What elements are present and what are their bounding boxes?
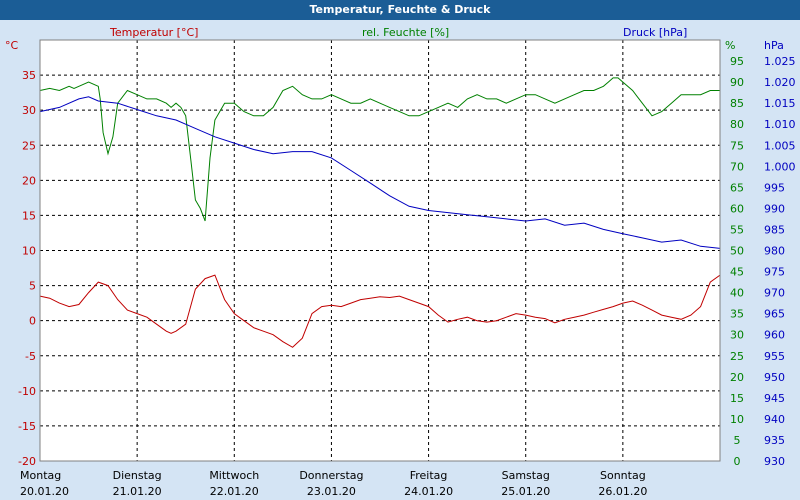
pressure-tick-label: 975 (764, 266, 785, 279)
series-layer (39, 77, 721, 348)
pressure-axis-unit: hPa (764, 39, 784, 52)
humidity-tick-label: 90 (730, 76, 744, 89)
humidity-tick-label: 75 (730, 139, 744, 152)
pressure-tick-label: 1.025 (764, 55, 796, 68)
pressure-tick-label: 970 (764, 287, 785, 300)
humidity-tick-label: 30 (730, 329, 744, 342)
temperature-legend: Temperatur [°C] (109, 26, 198, 39)
pressure-tick-label: 965 (764, 308, 785, 321)
humidity-tick-label: 35 (730, 308, 744, 321)
x-date-label: 22.01.20 (210, 485, 259, 498)
x-day-label: Mittwoch (209, 469, 259, 482)
temperature-tick-label: 10 (22, 245, 36, 258)
pressure-tick-label: 950 (764, 371, 785, 384)
pressure-series-line (39, 96, 721, 249)
axis-layer: -20 -15 -10 -5 0 5 10 15 20 25 30 35 0 5 10 15 20 25 30 35 4… (18, 39, 796, 498)
pressure-tick-label: 980 (764, 245, 785, 258)
x-day-label: Freitag (410, 469, 448, 482)
x-day-label: Samstag (502, 469, 550, 482)
x-day-label: Sonntag (600, 469, 646, 482)
temperature-tick-label: -20 (18, 455, 36, 468)
humidity-tick-label: 45 (730, 266, 744, 279)
x-day-label: Montag (20, 469, 61, 482)
temperature-tick-label: 5 (29, 280, 36, 293)
humidity-tick-label: 15 (730, 392, 744, 405)
temperature-tick-label: 30 (22, 104, 36, 117)
pressure-tick-label: 940 (764, 413, 785, 426)
humidity-tick-label: 60 (730, 202, 744, 215)
window-title: Temperatur, Feuchte & Druck (0, 0, 800, 20)
humidity-tick-label: 70 (730, 160, 744, 173)
grid-lines (40, 40, 720, 461)
humidity-tick-label: 10 (730, 413, 744, 426)
humidity-tick-label: 25 (730, 350, 744, 363)
x-date-label: 23.01.20 (307, 485, 356, 498)
temperature-tick-label: 35 (22, 69, 36, 82)
pressure-legend: Druck [hPa] (623, 26, 687, 39)
pressure-tick-label: 1.020 (764, 76, 796, 89)
humidity-tick-label: 95 (730, 55, 744, 68)
temperature-tick-label: -5 (25, 350, 36, 363)
x-date-label: 25.01.20 (501, 485, 550, 498)
temperature-tick-label: -10 (18, 385, 36, 398)
pressure-tick-label: 960 (764, 329, 785, 342)
temperature-tick-label: 20 (22, 174, 36, 187)
x-day-label: Dienstag (113, 469, 162, 482)
pressure-tick-label: 995 (764, 181, 785, 194)
humidity-legend: rel. Feuchte [%] (362, 26, 449, 39)
pressure-tick-label: 1.010 (764, 118, 796, 131)
x-date-label: 24.01.20 (404, 485, 453, 498)
pressure-tick-label: 945 (764, 392, 785, 405)
humidity-axis-unit: % (725, 39, 735, 52)
x-date-label: 20.01.20 (20, 485, 69, 498)
pressure-tick-label: 1.000 (764, 160, 796, 173)
humidity-tick-label: 80 (730, 118, 744, 131)
humidity-tick-label: 20 (730, 371, 744, 384)
humidity-tick-label: 55 (730, 223, 744, 236)
x-date-label: 21.01.20 (113, 485, 162, 498)
humidity-tick-label: 5 (734, 434, 741, 447)
humidity-series-line (39, 77, 720, 222)
pressure-tick-label: 935 (764, 434, 785, 447)
x-day-label: Donnerstag (299, 469, 363, 482)
temperature-tick-label: 0 (29, 315, 36, 328)
pressure-tick-label: 930 (764, 455, 785, 468)
temperature-tick-label: 25 (22, 139, 36, 152)
pressure-tick-label: 990 (764, 202, 785, 215)
humidity-tick-label: 65 (730, 181, 744, 194)
pressure-tick-label: 1.015 (764, 97, 796, 110)
temperature-tick-label: 15 (22, 209, 36, 222)
humidity-tick-label: 85 (730, 97, 744, 110)
pressure-tick-label: 985 (764, 223, 785, 236)
x-date-label: 26.01.20 (598, 485, 647, 498)
humidity-tick-label: 40 (730, 287, 744, 300)
humidity-tick-label: 0 (734, 455, 741, 468)
humidity-tick-label: 50 (730, 245, 744, 258)
temperature-tick-label: -15 (18, 420, 36, 433)
temperature-series-line (39, 274, 721, 348)
temperature-axis-unit: °C (5, 39, 19, 52)
pressure-tick-label: 955 (764, 350, 785, 363)
plot-border (39, 39, 721, 462)
pressure-tick-label: 1.005 (764, 139, 796, 152)
